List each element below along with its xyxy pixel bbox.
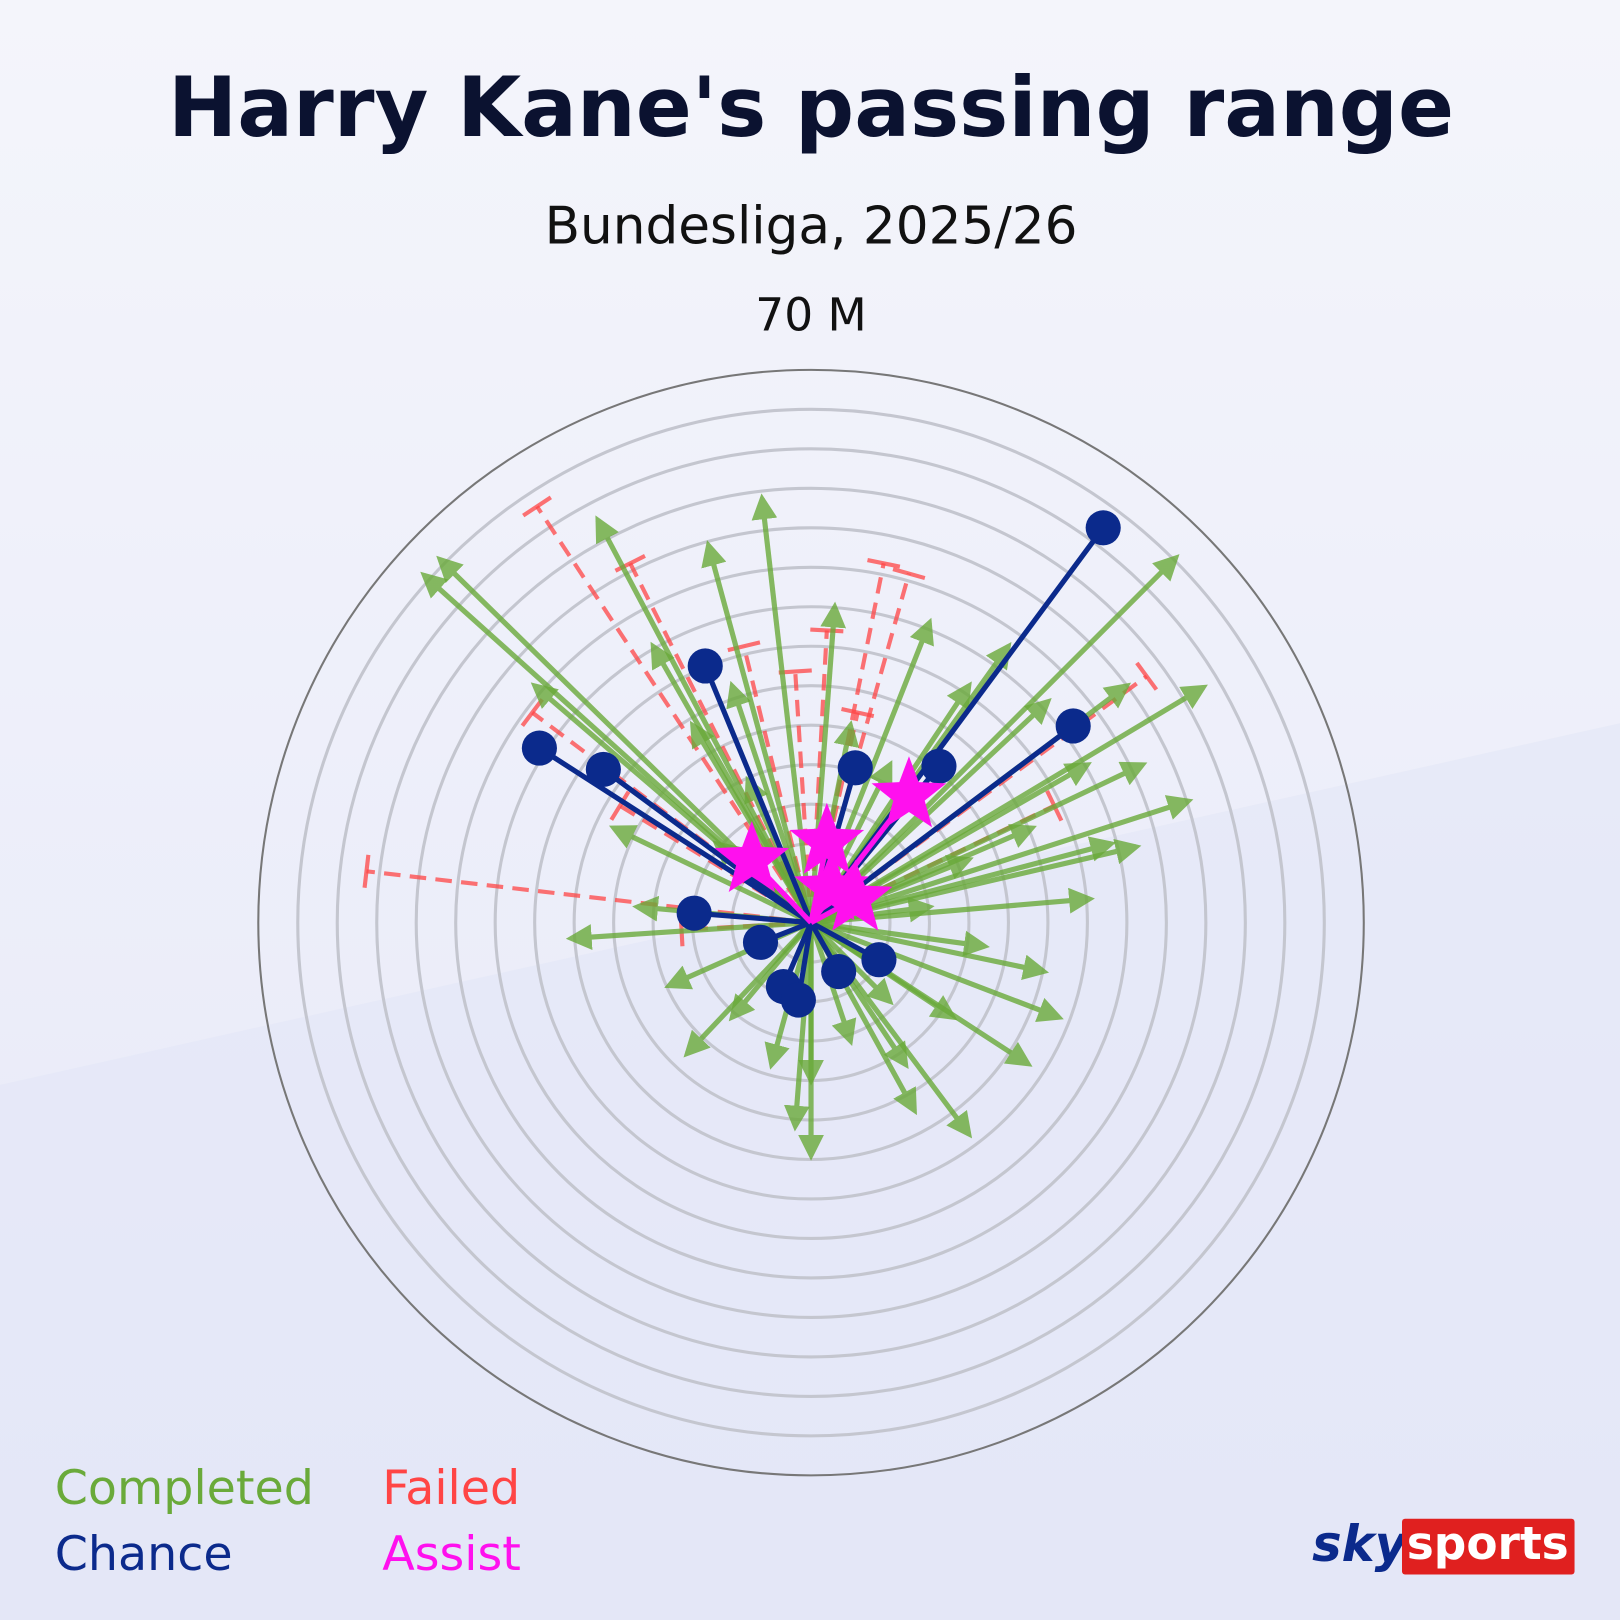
- chance-dot: [821, 954, 857, 990]
- chart-subtitle: Bundesliga, 2025/26: [545, 196, 1078, 256]
- chance-dot: [921, 748, 957, 784]
- chance-dot: [1085, 510, 1121, 546]
- completed-pass: [808, 601, 847, 923]
- logo: sky sports: [1312, 1515, 1575, 1575]
- chance-pass: [742, 920, 812, 960]
- assist-star: [794, 849, 869, 921]
- legend-entry: Assist: [382, 1527, 521, 1582]
- failed-end: [867, 558, 901, 569]
- assist-star: [789, 802, 865, 874]
- completed-pass: [810, 920, 1064, 1023]
- legend: Completed Failed Chance Assist: [55, 1461, 521, 1582]
- chance-dot: [687, 648, 723, 684]
- failed-end: [727, 640, 761, 653]
- assist-pass: [714, 820, 813, 925]
- ring-label: 70 M: [755, 289, 866, 342]
- chance-pass: [676, 895, 812, 931]
- chance-line: [693, 910, 812, 926]
- completed-pass: [726, 680, 814, 924]
- failed-pass: [727, 640, 814, 924]
- assist-star: [817, 859, 893, 931]
- failed-pass: [808, 627, 844, 923]
- chance-dot: [861, 942, 897, 978]
- failed-pass: [362, 854, 812, 925]
- failed-end: [614, 554, 646, 573]
- failed-end: [841, 706, 875, 719]
- failed-end: [522, 495, 552, 518]
- chance-pass: [687, 648, 814, 924]
- completed-pass: [728, 920, 814, 1022]
- completed-pass: [810, 920, 990, 957]
- legend-entry: Failed: [382, 1461, 520, 1516]
- assist-star: [871, 756, 947, 828]
- chance-dot: [1055, 708, 1091, 744]
- ring: [296, 407, 1326, 1438]
- marks: [362, 493, 1208, 1161]
- chance-pass: [808, 921, 857, 990]
- ring: [414, 526, 1208, 1319]
- series-star: [714, 756, 947, 931]
- chance-dot: [521, 730, 557, 766]
- failed-end: [362, 854, 371, 888]
- chance-line: [538, 745, 813, 925]
- ring: [375, 486, 1247, 1359]
- ring: [533, 644, 1089, 1201]
- logo-box: [1402, 1518, 1575, 1575]
- completed-pass: [701, 540, 814, 924]
- logo-sky: sky: [1312, 1515, 1409, 1573]
- chance-pass: [585, 751, 813, 925]
- failed-end: [1135, 661, 1159, 691]
- chance-dot: [780, 982, 816, 1018]
- chance-line: [601, 767, 813, 925]
- completed-pass: [783, 922, 814, 1132]
- chance-dot: [742, 924, 779, 960]
- assist-pass: [794, 849, 869, 924]
- completed-pass: [809, 554, 1180, 925]
- chance-dot: [585, 751, 621, 787]
- failed-end: [609, 790, 631, 821]
- failed-end: [892, 567, 926, 581]
- legend-entry: Chance: [55, 1527, 233, 1582]
- chart-title: Harry Kane's passing range: [168, 60, 1454, 156]
- chance-pass: [521, 730, 813, 925]
- failed-end: [810, 627, 844, 634]
- legend-entry: Completed: [55, 1461, 314, 1516]
- completed-pass: [565, 920, 812, 950]
- completed-pass: [810, 795, 1194, 926]
- completed-pass: [608, 825, 813, 925]
- completed-pass: [751, 493, 814, 923]
- rings: 70 M: [257, 289, 1365, 1477]
- chance-pass: [809, 920, 897, 978]
- background-band: [0, 723, 1620, 1620]
- chance-pass: [780, 922, 816, 1018]
- assist-star: [714, 820, 790, 893]
- chance-dot: [676, 895, 712, 931]
- chance-dot: [837, 750, 873, 786]
- completed-pass: [810, 920, 1050, 980]
- failed-line: [808, 630, 829, 923]
- chance-line: [702, 664, 814, 924]
- failed-line: [366, 869, 812, 925]
- ring: [493, 605, 1129, 1241]
- logo-sports: sports: [1407, 1517, 1569, 1570]
- ring: [454, 565, 1168, 1280]
- ring: [257, 368, 1365, 1477]
- ring: [335, 447, 1287, 1398]
- failed-line: [741, 645, 814, 924]
